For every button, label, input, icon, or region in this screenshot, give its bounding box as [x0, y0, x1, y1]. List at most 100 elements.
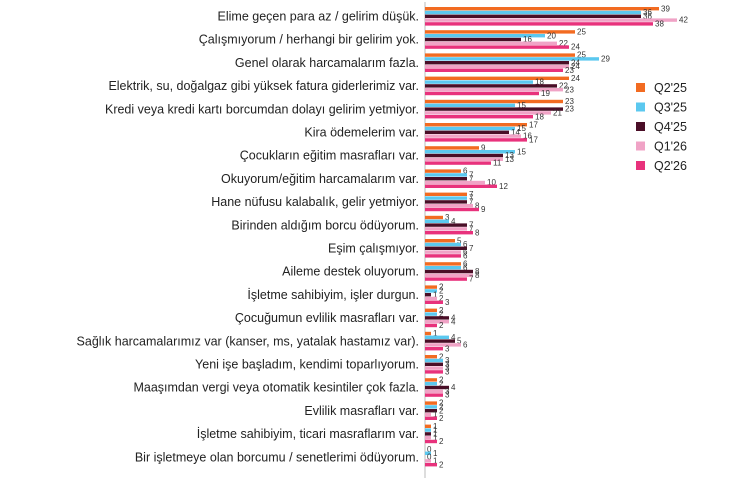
bar: [425, 177, 467, 181]
bar: [425, 378, 437, 382]
data-label: 1: [433, 457, 438, 466]
data-label: 6: [463, 248, 468, 257]
data-label: 5: [457, 337, 462, 346]
legend-swatch: [636, 122, 645, 131]
data-label: 4: [451, 333, 456, 342]
category-label: Elektrik, su, doğalgaz gibi yüksek fatur…: [108, 79, 419, 93]
data-label: 2: [439, 310, 444, 319]
data-label: 12: [499, 182, 508, 191]
legend-label: Q4'25: [654, 120, 687, 134]
data-label: 6: [463, 341, 468, 350]
bar: [425, 385, 449, 390]
data-label: 20: [547, 31, 556, 40]
category-label: Birinden aldığım borcu ödüyorum.: [231, 218, 419, 232]
data-label: 2: [439, 437, 444, 446]
data-label: 13: [505, 151, 514, 160]
data-label: 38: [655, 20, 664, 29]
data-label: 2: [439, 283, 444, 292]
bar: [425, 289, 437, 293]
bar: [425, 285, 437, 289]
bar: [425, 312, 437, 316]
data-label: 3: [445, 356, 450, 365]
data-label: 7: [469, 171, 474, 180]
data-label: 23: [565, 66, 574, 75]
bar: [425, 308, 437, 312]
data-label: 18: [535, 78, 544, 87]
data-label: 23: [565, 105, 574, 114]
bar: [425, 412, 431, 417]
bar: [425, 57, 599, 61]
bar: [425, 30, 575, 34]
data-label: 3: [445, 364, 450, 373]
bar: [425, 14, 641, 18]
bar: [425, 10, 641, 15]
legend-label: Q2'25: [654, 81, 687, 95]
bar: [425, 7, 659, 11]
data-label: 15: [517, 147, 526, 156]
data-label: 0: [427, 453, 432, 462]
data-label: 25: [577, 51, 586, 60]
data-label: 3: [445, 391, 450, 400]
category-label: Yeni işe başladım, kendimi toparlıyorum.: [195, 358, 419, 372]
data-label: 21: [553, 109, 562, 118]
data-label: 9: [481, 144, 486, 153]
category-label: Elime geçen para az / gelirim düşük.: [218, 10, 419, 24]
data-label: 3: [445, 360, 450, 369]
bar: [425, 115, 533, 119]
data-label: 8: [475, 228, 480, 237]
category-label: Aileme destek oluyorum.: [282, 265, 419, 279]
bar: [425, 180, 485, 185]
bar: [425, 53, 575, 57]
data-label: 7: [469, 198, 474, 207]
category-label: Kredi veya kredi kartı borcumdan dolayı …: [105, 102, 419, 116]
data-label: 18: [535, 112, 544, 121]
bar: [425, 382, 437, 386]
bar: [425, 134, 521, 138]
bar: [425, 358, 443, 363]
data-label: 22: [559, 82, 568, 91]
data-label: 15: [517, 101, 526, 110]
data-label: 4: [451, 383, 456, 392]
bar: [425, 339, 455, 343]
bar: [425, 389, 443, 393]
data-label: 6: [463, 240, 468, 249]
data-label: 4: [451, 314, 456, 323]
bar: [425, 88, 563, 92]
data-label: 2: [439, 414, 444, 423]
bar: [425, 432, 431, 436]
category-label: Maaşımdan vergi veya otomatik kesintiler…: [133, 381, 419, 395]
data-label: 5: [457, 236, 462, 245]
bar: [425, 269, 473, 274]
bar: [425, 196, 467, 200]
data-label: 8: [475, 201, 480, 210]
bar: [425, 157, 503, 161]
bar: [425, 416, 437, 420]
data-label: 24: [571, 74, 580, 83]
data-label: 9: [481, 205, 486, 214]
category-label: İşletme sahibiyim, işler durgun.: [247, 288, 419, 302]
data-label: 2: [439, 403, 444, 412]
data-label: 36: [643, 8, 652, 17]
bar: [425, 362, 443, 366]
bar: [425, 99, 563, 104]
bar: [425, 153, 503, 158]
data-label: 16: [523, 132, 532, 141]
bar: [425, 320, 449, 324]
bar: [425, 84, 557, 88]
data-label: 2: [439, 406, 444, 415]
data-label: 1: [433, 433, 438, 442]
data-label: 2: [439, 352, 444, 361]
bar: [425, 22, 653, 26]
data-label: 1: [433, 329, 438, 338]
bar: [425, 204, 473, 208]
data-label: 7: [469, 221, 474, 230]
bar: [425, 37, 521, 42]
data-label: 3: [445, 344, 450, 353]
data-label: 2: [439, 399, 444, 408]
category-label: Evlilik masrafları var.: [304, 404, 419, 418]
data-label: 24: [571, 62, 580, 71]
category-label: Çocuğumun evlilik masrafları var.: [235, 311, 419, 325]
bar: [425, 61, 569, 65]
legend-label: Q2'26: [654, 159, 687, 173]
